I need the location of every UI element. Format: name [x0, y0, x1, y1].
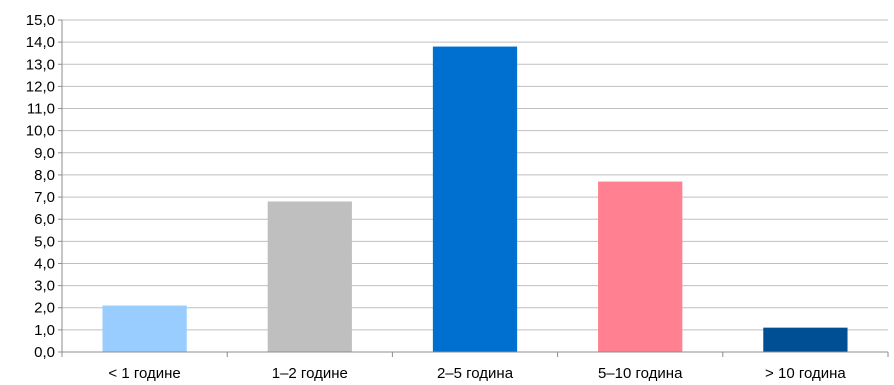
y-tick-label: 14,0	[26, 34, 55, 51]
y-tick-label: 4,0	[34, 255, 55, 272]
x-axis-category-labels: < 1 године 1–2 године 2–5 година 5–10 годин…	[108, 365, 846, 382]
x-category-label: 5–10 година	[598, 365, 683, 382]
y-tick-label: 11,0	[27, 101, 55, 118]
y-tick-label: 13,0	[26, 56, 55, 73]
y-tick-label: 2,0	[34, 300, 55, 317]
y-tick-label: 10,0	[26, 123, 55, 140]
y-tick-label: 0,0	[34, 344, 55, 361]
bars	[102, 46, 848, 353]
bar-2	[267, 201, 352, 352]
x-category-label: 2–5 година	[437, 365, 514, 382]
bar-5	[763, 327, 848, 352]
bar-4	[598, 181, 683, 352]
x-category-label: 1–2 године	[272, 365, 348, 382]
axes	[58, 19, 889, 357]
y-tick-label: 6,0	[34, 211, 55, 228]
y-axis-tick-labels: 0,0 1,0 2,0 3,0 4,0 5,0 6,0 7,0 8,0 9,0 10,0 11,0 12…	[26, 12, 55, 361]
y-tick-label: 1,0	[34, 322, 55, 339]
y-tick-label: 12,0	[26, 78, 55, 95]
y-tick-label: 9,0	[34, 145, 55, 162]
y-tick-label: 15,0	[26, 12, 55, 29]
bar-1	[102, 305, 187, 352]
bar-3	[432, 46, 518, 353]
x-category-label: < 1 године	[108, 365, 180, 382]
y-tick-label: 7,0	[34, 189, 55, 206]
y-tick-label: 5,0	[34, 233, 55, 250]
y-tick-label: 3,0	[34, 278, 55, 295]
x-category-label: > 10 година	[765, 365, 846, 382]
y-tick-label: 8,0	[34, 167, 55, 184]
